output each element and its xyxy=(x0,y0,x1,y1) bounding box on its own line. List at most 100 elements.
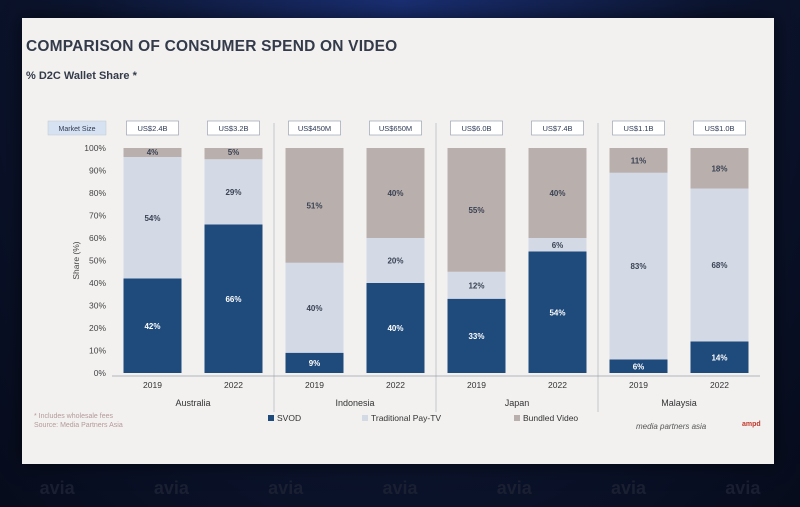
y-tick-label: 90% xyxy=(89,166,106,176)
bar-segment-traditional-pay-tv xyxy=(528,238,587,252)
footnote-source: Source: Media Partners Asia xyxy=(34,422,123,429)
y-tick-label: 70% xyxy=(89,211,106,221)
market-size-value: US$2.4B xyxy=(137,124,167,133)
group-label: Australia xyxy=(175,398,210,408)
x-tick-label: 2022 xyxy=(386,380,405,390)
data-label: 33% xyxy=(468,332,484,341)
bar-segment-bundled-video xyxy=(690,148,749,189)
data-label: 11% xyxy=(631,156,647,165)
market-size-value: US$450M xyxy=(298,124,331,133)
market-size-box xyxy=(612,120,665,136)
data-label: 12% xyxy=(468,281,484,290)
group-label: Malaysia xyxy=(661,398,697,408)
legend-swatch xyxy=(514,415,520,421)
x-tick-label: 2022 xyxy=(710,380,729,390)
bar-segment-traditional-pay-tv xyxy=(609,172,668,360)
sponsor-logo: avia xyxy=(153,478,189,498)
y-axis-label: Share (%) xyxy=(71,241,81,279)
legend-label: SVOD xyxy=(277,413,301,423)
group-label: Indonesia xyxy=(335,398,374,408)
bar-segment-svod xyxy=(285,352,344,373)
data-label: 83% xyxy=(630,262,646,271)
x-tick-label: 2019 xyxy=(467,380,486,390)
sponsor-logo: avia xyxy=(725,478,761,498)
y-tick-label: 40% xyxy=(89,278,106,288)
data-label: 9% xyxy=(309,359,321,368)
market-size-value: US$650M xyxy=(379,124,412,133)
x-tick-label: 2019 xyxy=(143,380,162,390)
market-size-value: US$7.4B xyxy=(542,124,572,133)
data-label: 20% xyxy=(387,257,403,266)
bar-segment-svod xyxy=(204,224,263,373)
market-size-box xyxy=(126,120,179,136)
data-label: 40% xyxy=(306,304,322,313)
brand-logo: media partners asia xyxy=(636,422,707,431)
y-tick-label: 80% xyxy=(89,188,106,198)
bar-segment-svod xyxy=(123,278,182,373)
sponsor-logo: avia xyxy=(611,478,647,498)
market-size-value: US$6.0B xyxy=(461,124,491,133)
legend-label: Bundled Video xyxy=(523,413,578,423)
data-label: 5% xyxy=(228,148,240,157)
data-label: 40% xyxy=(387,189,403,198)
market-size-value: US$3.2B xyxy=(218,124,248,133)
bar-segment-svod xyxy=(690,341,749,373)
data-label: 42% xyxy=(144,322,160,331)
x-tick-label: 2019 xyxy=(305,380,324,390)
market-size-box xyxy=(369,120,422,136)
sponsor-logo: avia xyxy=(382,478,418,498)
data-label: 18% xyxy=(711,164,727,173)
bottom-sponsor-strip: avia avia avia avia avia avia avia xyxy=(0,470,800,507)
bar-segment-traditional-pay-tv xyxy=(285,262,344,353)
y-tick-label: 20% xyxy=(89,323,106,333)
legend-label: Traditional Pay-TV xyxy=(371,413,441,423)
data-label: 51% xyxy=(306,201,322,210)
data-label: 54% xyxy=(144,214,160,223)
bar-segment-svod xyxy=(609,359,668,373)
sponsor-logo: avia xyxy=(39,478,75,498)
footnote: * Includes wholesale fees Source: Media … xyxy=(34,412,123,430)
market-size-value: US$1.1B xyxy=(623,124,653,133)
y-tick-label: 50% xyxy=(89,256,106,266)
data-label: 40% xyxy=(387,324,403,333)
sponsor-logo: avia xyxy=(496,478,532,498)
bar-segment-svod xyxy=(447,298,506,373)
bar-segment-traditional-pay-tv xyxy=(366,238,425,283)
legend-swatch xyxy=(268,415,274,421)
market-size-box xyxy=(450,120,503,136)
data-label: 14% xyxy=(711,353,727,362)
market-size-header-label: Market Size xyxy=(59,126,96,133)
bar-segment-bundled-video xyxy=(447,148,506,272)
x-tick-label: 2022 xyxy=(548,380,567,390)
brand-mark: ampd xyxy=(742,421,761,428)
slide-title: COMPARISON OF CONSUMER SPEND ON VIDEO xyxy=(26,38,398,55)
data-label: 40% xyxy=(549,189,565,198)
y-tick-label: 100% xyxy=(84,143,106,153)
data-label: 6% xyxy=(552,241,564,250)
bar-segment-traditional-pay-tv xyxy=(690,188,749,342)
data-label: 29% xyxy=(225,188,241,197)
bar-segment-traditional-pay-tv xyxy=(447,271,506,299)
y-tick-label: 10% xyxy=(89,346,106,356)
y-tick-label: 0% xyxy=(94,368,107,378)
legend-swatch xyxy=(362,415,368,421)
bar-segment-bundled-video xyxy=(366,148,425,238)
data-label: 55% xyxy=(468,206,484,215)
sponsor-logo: avia xyxy=(268,478,304,498)
bar-segment-bundled-video xyxy=(609,148,668,173)
bar-segment-traditional-pay-tv xyxy=(123,157,182,279)
slide-subtitle: % D2C Wallet Share * xyxy=(26,70,137,82)
x-tick-label: 2022 xyxy=(224,380,243,390)
data-label: 6% xyxy=(633,362,645,371)
data-label: 68% xyxy=(711,261,727,270)
market-size-header-box xyxy=(47,120,107,136)
data-label: 66% xyxy=(225,295,241,304)
bar-segment-svod xyxy=(366,283,425,373)
bar-segment-bundled-video xyxy=(285,148,344,263)
y-tick-label: 60% xyxy=(89,233,106,243)
bar-segment-svod xyxy=(528,251,587,373)
market-size-box xyxy=(693,120,746,136)
market-size-box xyxy=(531,120,584,136)
data-label: 54% xyxy=(549,308,565,317)
